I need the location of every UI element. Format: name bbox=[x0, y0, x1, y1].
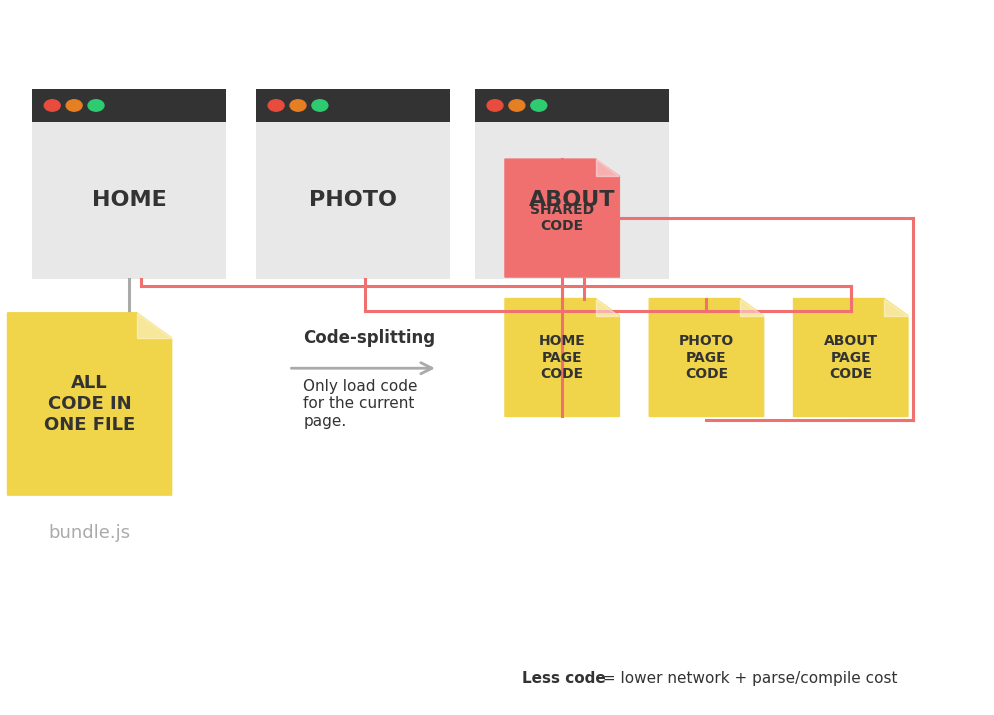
Text: Code-splitting: Code-splitting bbox=[303, 329, 435, 347]
Text: ABOUT: ABOUT bbox=[529, 190, 614, 210]
Circle shape bbox=[531, 100, 547, 112]
Text: Only load code
for the current
page.: Only load code for the current page. bbox=[303, 379, 417, 429]
Circle shape bbox=[67, 100, 82, 112]
Polygon shape bbox=[32, 89, 227, 279]
Text: HOME
PAGE
CODE: HOME PAGE CODE bbox=[539, 335, 584, 380]
Polygon shape bbox=[32, 89, 227, 122]
Text: SHARED
CODE: SHARED CODE bbox=[530, 203, 593, 233]
Polygon shape bbox=[883, 299, 907, 316]
Polygon shape bbox=[474, 89, 668, 279]
Circle shape bbox=[312, 100, 327, 112]
Polygon shape bbox=[594, 159, 618, 177]
Circle shape bbox=[44, 100, 61, 112]
Text: Less code: Less code bbox=[522, 671, 605, 686]
Polygon shape bbox=[793, 299, 907, 416]
Polygon shape bbox=[504, 299, 618, 416]
Circle shape bbox=[268, 100, 284, 112]
Polygon shape bbox=[594, 299, 618, 316]
Text: PHOTO: PHOTO bbox=[309, 190, 397, 210]
Polygon shape bbox=[7, 313, 171, 495]
Text: ABOUT
PAGE
CODE: ABOUT PAGE CODE bbox=[823, 335, 877, 380]
Circle shape bbox=[486, 100, 502, 112]
Circle shape bbox=[508, 100, 525, 112]
Polygon shape bbox=[648, 299, 763, 416]
Text: = lower network + parse/compile cost: = lower network + parse/compile cost bbox=[597, 671, 897, 686]
Polygon shape bbox=[255, 89, 449, 122]
Text: PHOTO
PAGE
CODE: PHOTO PAGE CODE bbox=[678, 335, 734, 380]
Text: ALL
CODE IN
ONE FILE: ALL CODE IN ONE FILE bbox=[44, 374, 135, 434]
Circle shape bbox=[88, 100, 103, 112]
Polygon shape bbox=[255, 89, 449, 279]
Polygon shape bbox=[739, 299, 763, 316]
Polygon shape bbox=[474, 89, 668, 122]
Polygon shape bbox=[504, 159, 618, 277]
Polygon shape bbox=[136, 313, 171, 338]
Text: bundle.js: bundle.js bbox=[49, 523, 130, 542]
Circle shape bbox=[290, 100, 305, 112]
Text: HOME: HOME bbox=[91, 190, 167, 210]
